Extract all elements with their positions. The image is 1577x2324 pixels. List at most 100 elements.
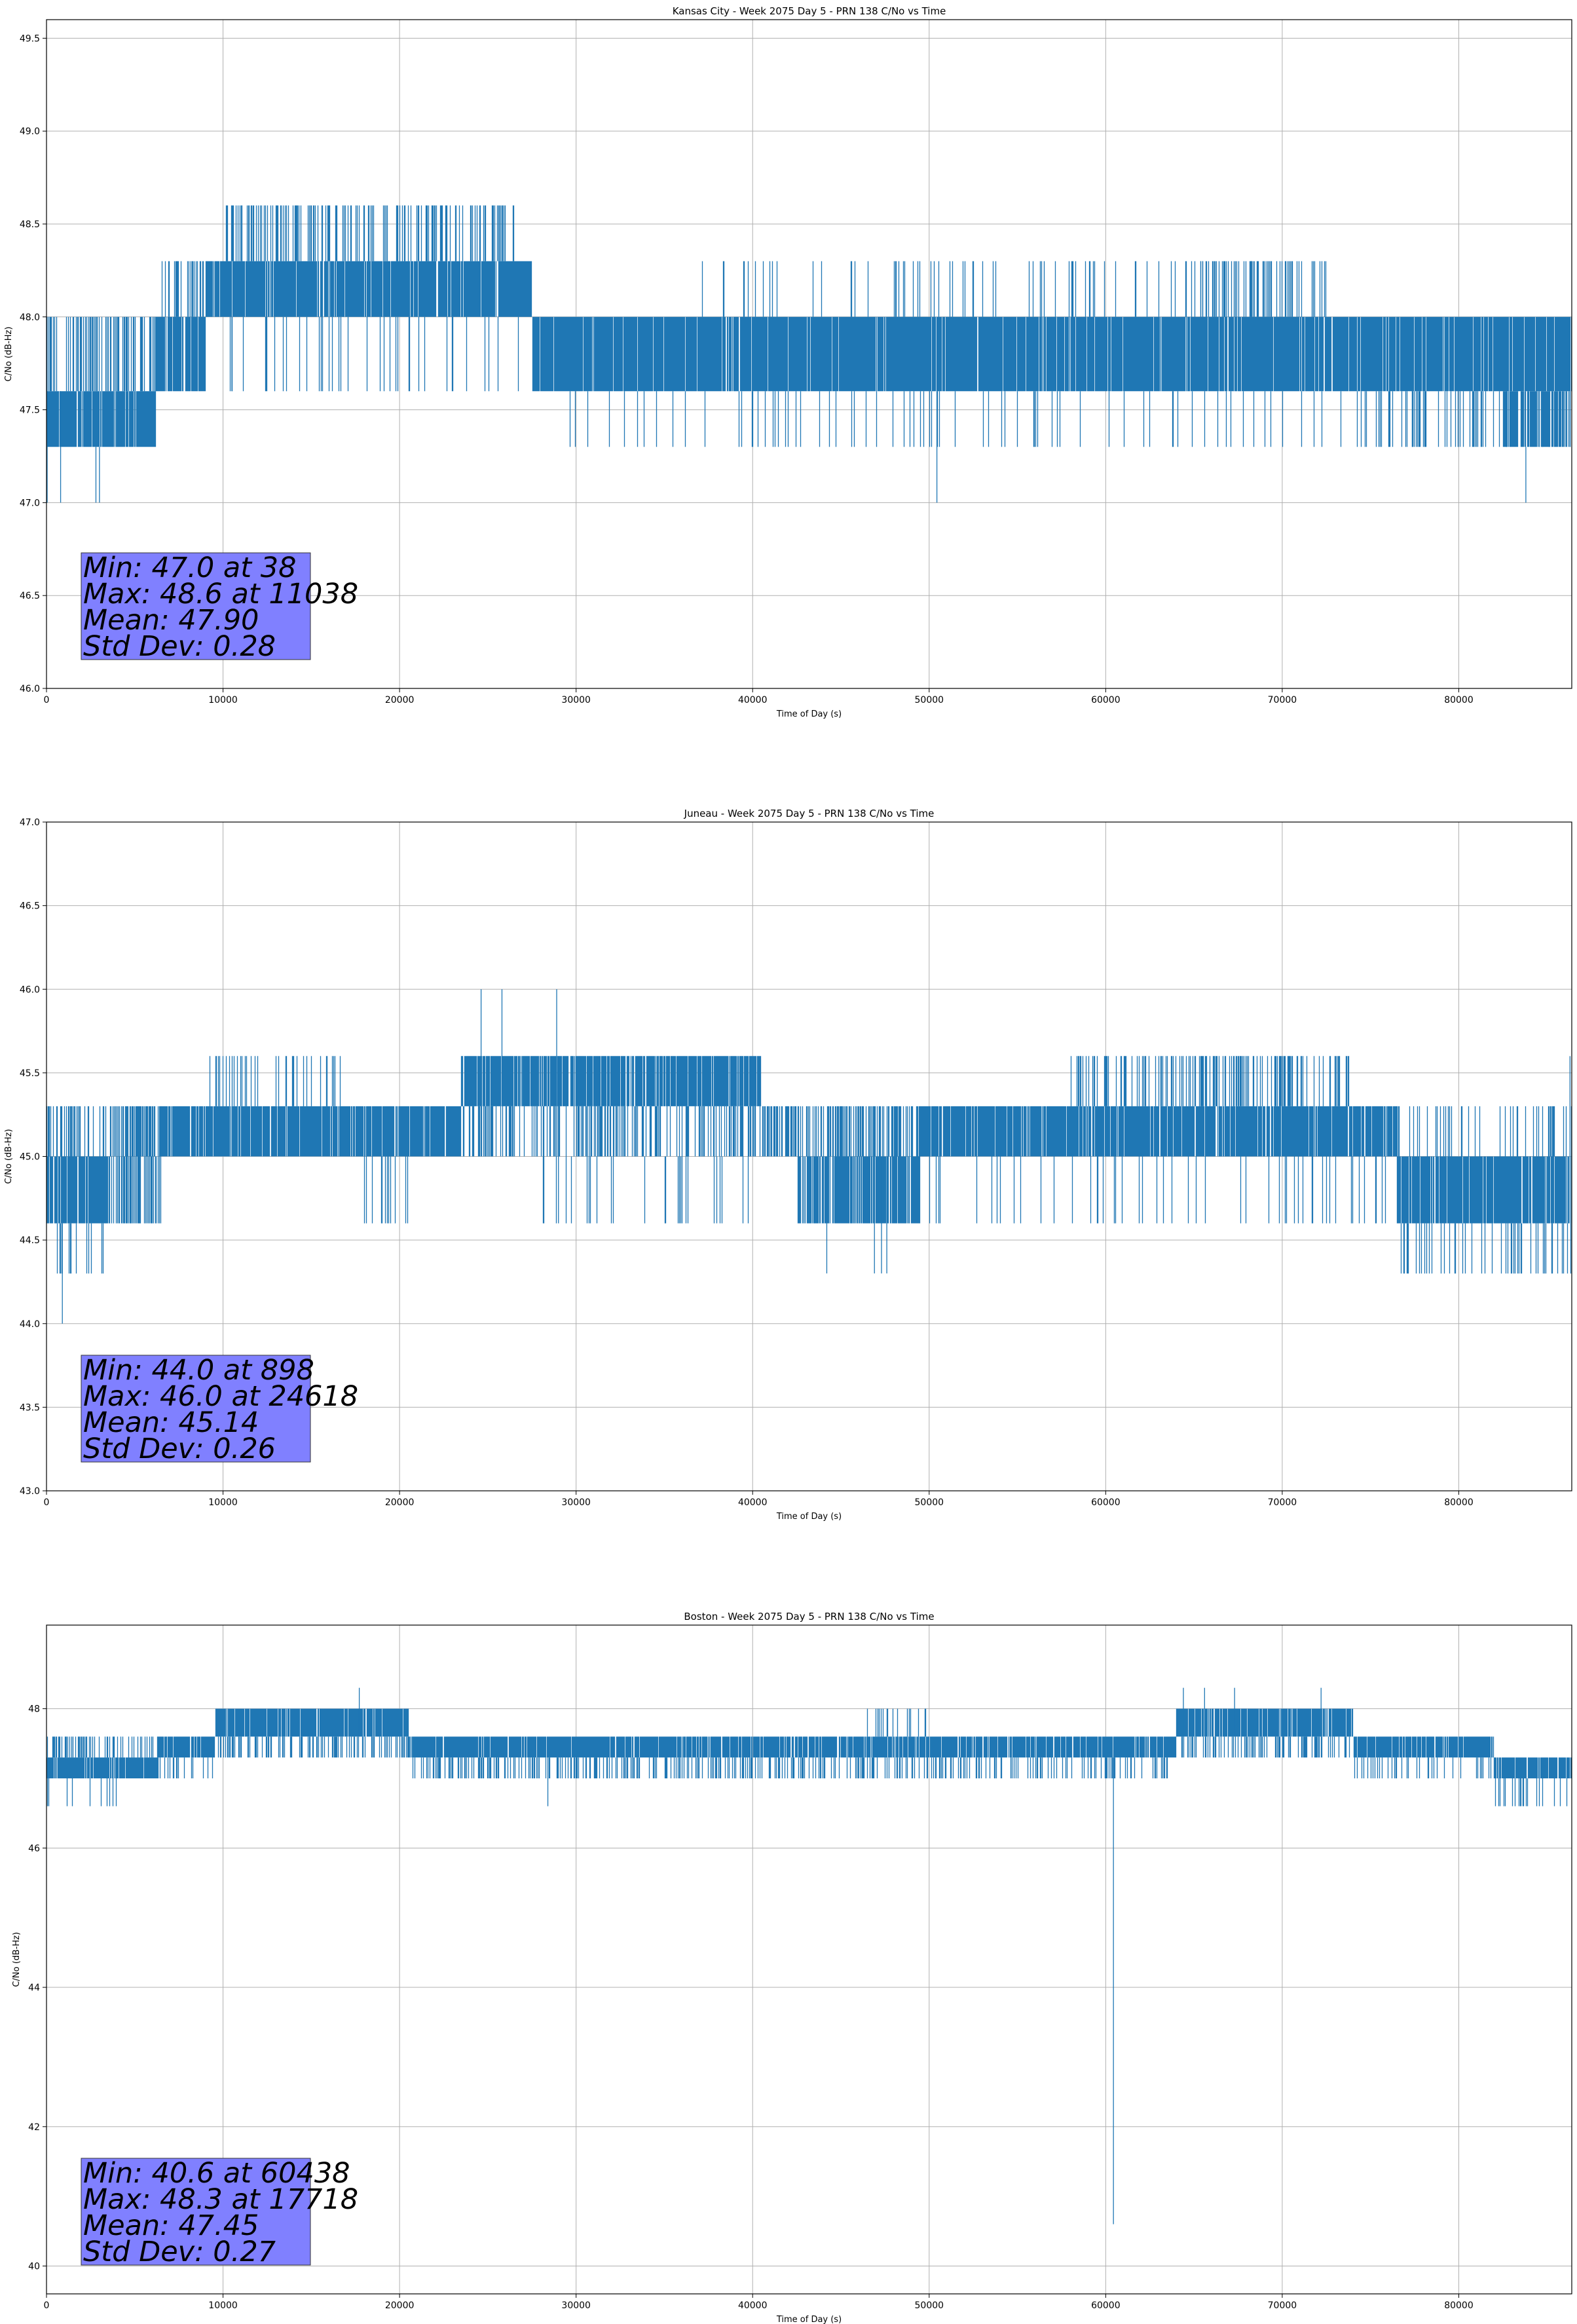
kc-band-5	[225, 205, 515, 261]
kc-axes-frame	[46, 19, 1572, 689]
juneau-x-tick-label: 70000	[1268, 1497, 1297, 1508]
kc-chart: 0 10000 20000 30000 40000 50000 60000 70000 8000…	[4, 5, 1572, 719]
kc-y-tick-label: 47.0	[20, 498, 40, 508]
boston-band-4	[157, 1757, 213, 1778]
kc-x-tick-label: 80000	[1444, 695, 1474, 705]
kc-cno-series	[46, 205, 1572, 503]
juneau-y-tick-label: 45.0	[20, 1152, 40, 1163]
kc-y-tick-label: 48.5	[20, 219, 40, 230]
boston-y-tick-label: 40	[28, 2261, 40, 2272]
kc-y-tick-label: 48.0	[20, 312, 40, 323]
juneau-stat-line: Mean: 45.14	[83, 1406, 259, 1439]
juneau-y-tick-label: 43.5	[20, 1402, 40, 1413]
juneau-band-1	[46, 1106, 107, 1157]
juneau-stat-line: Min: 44.0 at 898	[83, 1354, 314, 1387]
kc-stat-line: Mean: 47.90	[83, 604, 259, 637]
kc-band-7	[532, 316, 1572, 392]
juneau-x-tick-label: 40000	[738, 1497, 768, 1508]
juneau-band-10	[542, 1156, 749, 1224]
boston-band-5	[215, 1708, 409, 1737]
kc-band-6	[229, 316, 519, 392]
juneau-chart: 0 10000 20000 30000 40000 50000 60000 70000 8000…	[4, 808, 1572, 1522]
juneau-cno-series	[46, 989, 1572, 1324]
juneau-x-tick-label: 30000	[561, 1497, 591, 1508]
kc-band-4	[205, 261, 532, 317]
juneau-x-tick-label: 60000	[1091, 1497, 1121, 1508]
boston-band-3	[157, 1736, 215, 1758]
boston-x-tick-label: 60000	[1091, 2300, 1121, 2311]
juneau-band-8	[460, 1056, 762, 1106]
kc-y-axis-label: C/No (dB-Hz)	[4, 327, 14, 382]
boston-y-tick-label: 42	[28, 2122, 40, 2133]
boston-stat-line: Max: 48.3 at 17718	[83, 2183, 358, 2216]
boston-stat-line: Std Dev: 0.27	[83, 2236, 276, 2268]
kc-band-9	[1185, 261, 1327, 317]
kc-band-1	[48, 316, 157, 392]
kc-y-tick-label: 49.0	[20, 126, 40, 137]
boston-chart: 0 10000 20000 30000 40000 50000 60000 70000 8000…	[12, 1611, 1572, 2324]
juneau-band-17	[1396, 1106, 1572, 1157]
kc-y-tick-label: 49.5	[20, 33, 40, 44]
juneau-band-2	[56, 1223, 104, 1274]
boston-x-axis-label: Time of Day (s)	[776, 2315, 842, 2324]
juneau-band-6	[209, 1056, 341, 1106]
juneau-stat-line: Max: 46.0 at 24618	[83, 1380, 358, 1413]
juneau-band-11	[762, 1106, 921, 1157]
boston-x-tick-label: 30000	[561, 2300, 591, 2311]
boston-stat-line: Mean: 47.45	[83, 2209, 259, 2242]
juneau-band-4	[108, 1156, 162, 1224]
kc-x-axis-label: Time of Day (s)	[776, 709, 842, 719]
juneau-y-tick-label: 46.5	[20, 901, 40, 912]
boston-chart-title: Boston - Week 2075 Day 5 - PRN 138 C/No …	[684, 1611, 934, 1622]
boston-band-6	[213, 1736, 409, 1758]
juneau-chart-title: Juneau - Week 2075 Day 5 - PRN 138 C/No …	[684, 808, 935, 819]
boston-y-axis-label: C/No (dB-Hz)	[12, 1932, 22, 1987]
kc-band-0	[46, 391, 157, 447]
kc-band-2	[155, 316, 206, 392]
boston-band-9	[866, 1708, 927, 1737]
boston-band-2	[46, 1778, 117, 1807]
kc-x-tick-label: 0	[44, 695, 50, 705]
juneau-band-18	[1400, 1223, 1572, 1274]
kc-band-3	[161, 261, 204, 317]
boston-band-11	[1181, 1736, 1350, 1758]
boston-band-8	[412, 1757, 1168, 1778]
juneau-stat-line: Std Dev: 0.26	[83, 1433, 276, 1465]
juneau-y-tick-label: 44.0	[20, 1319, 40, 1330]
kc-x-tick-label: 40000	[738, 695, 768, 705]
kc-y-tick-label: 46.5	[20, 591, 40, 601]
juneau-x-axis-label: Time of Day (s)	[776, 1512, 842, 1522]
boston-band-15	[1494, 1778, 1568, 1807]
kc-band-11	[1356, 391, 1508, 447]
juneau-band-0	[46, 1156, 109, 1224]
kc-chart-title: Kansas City - Week 2075 Day 5 - PRN 138 …	[673, 5, 946, 17]
boston-x-tick-label: 70000	[1268, 2300, 1297, 2311]
juneau-y-tick-label: 46.0	[20, 984, 40, 995]
juneau-x-tick-label: 20000	[385, 1497, 415, 1508]
boston-band-10	[1176, 1708, 1354, 1737]
juneau-x-tick-label: 0	[44, 1497, 50, 1508]
boston-band-13	[1354, 1757, 1492, 1778]
juneau-band-16	[1396, 1156, 1572, 1224]
juneau-y-tick-label: 44.5	[20, 1235, 40, 1246]
juneau-x-tick-label: 50000	[915, 1497, 944, 1508]
kc-x-tick-label: 70000	[1268, 695, 1297, 705]
kc-y-tick-label: 47.5	[20, 405, 40, 416]
juneau-band-12	[797, 1156, 921, 1224]
boston-band-1	[46, 1736, 158, 1758]
boston-y-tick-label: 48	[28, 1704, 40, 1715]
boston-stat-line: Min: 40.6 at 60438	[83, 2157, 350, 2190]
boston-x-tick-label: 20000	[385, 2300, 415, 2311]
boston-x-tick-label: 10000	[208, 2300, 238, 2311]
kc-x-tick-label: 20000	[385, 695, 415, 705]
boston-x-tick-label: 80000	[1444, 2300, 1474, 2311]
kc-band-12	[1502, 391, 1571, 447]
boston-band-14	[1493, 1757, 1572, 1778]
juneau-y-axis-label: C/No (dB-Hz)	[4, 1129, 14, 1184]
juneau-y-tick-label: 43.0	[20, 1486, 40, 1497]
juneau-band-15	[929, 1156, 1386, 1224]
kc-stats-box	[81, 552, 311, 660]
juneau-band-13	[919, 1106, 1398, 1157]
juneau-y-tick-label: 47.0	[20, 817, 40, 828]
juneau-band-9	[462, 1106, 761, 1157]
